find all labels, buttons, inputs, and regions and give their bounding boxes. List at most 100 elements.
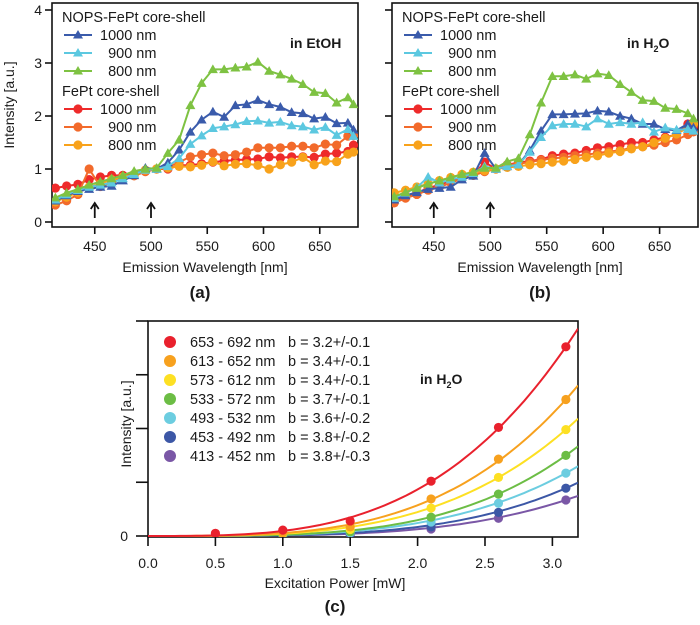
legend-group-title: NOPS-FePt core-shell bbox=[402, 10, 545, 26]
data-point bbox=[297, 108, 308, 118]
data-point bbox=[230, 100, 241, 110]
x-tick-label: 0.0 bbox=[138, 555, 158, 571]
data-point bbox=[196, 114, 207, 124]
data-point bbox=[210, 528, 220, 537]
data-point bbox=[558, 71, 569, 80]
data-point bbox=[513, 159, 524, 169]
legend-swatch-marker bbox=[73, 104, 83, 114]
panel-a-chart: 0 1 2 3 4 450 500 550 600 650 Emission Wavelength … bbox=[1, 2, 359, 302]
data-point bbox=[493, 507, 504, 517]
legend-range-label: 573 - 612 nm bbox=[190, 373, 275, 389]
data-point bbox=[660, 122, 671, 132]
data-point bbox=[297, 121, 308, 131]
data-point bbox=[426, 476, 436, 486]
data-point bbox=[581, 108, 592, 118]
data-point bbox=[162, 148, 173, 157]
series-line bbox=[54, 151, 354, 203]
data-point bbox=[219, 64, 230, 74]
data-point bbox=[196, 78, 207, 87]
plot-frame bbox=[51, 2, 359, 228]
series-line bbox=[393, 130, 694, 204]
legend-entry-label: 800 nm bbox=[440, 64, 496, 80]
data-point bbox=[524, 147, 535, 156]
data-point bbox=[547, 120, 558, 130]
data-point bbox=[561, 424, 571, 435]
series-653-692- bbox=[148, 328, 578, 537]
y-axis-title: Intensity [a.u.] bbox=[118, 380, 134, 467]
data-point bbox=[185, 126, 196, 136]
data-point bbox=[426, 503, 436, 513]
legend-swatch-marker bbox=[413, 104, 423, 114]
legend-group-title: FePt core-shell bbox=[62, 84, 160, 100]
data-point bbox=[230, 62, 241, 72]
x-tick-label: 1.5 bbox=[340, 555, 360, 571]
data-point bbox=[219, 112, 230, 121]
panel-label: (b) bbox=[529, 283, 551, 302]
data-point bbox=[253, 160, 263, 170]
data-point bbox=[320, 156, 330, 166]
data-point bbox=[286, 120, 297, 130]
data-point bbox=[688, 125, 698, 135]
data-point bbox=[626, 118, 637, 128]
y-tick-label: 2 bbox=[34, 108, 42, 124]
data-point bbox=[286, 107, 297, 117]
data-point bbox=[230, 119, 241, 129]
data-point bbox=[524, 129, 535, 139]
data-point bbox=[275, 116, 286, 126]
data-point bbox=[185, 162, 195, 172]
data-point bbox=[174, 144, 185, 154]
data-point bbox=[592, 68, 603, 78]
fit-curve bbox=[148, 328, 578, 537]
data-point bbox=[615, 79, 626, 88]
data-point bbox=[208, 156, 218, 167]
data-point bbox=[241, 99, 252, 109]
data-point bbox=[348, 99, 358, 109]
data-point bbox=[479, 148, 490, 157]
data-point bbox=[230, 159, 240, 169]
data-point bbox=[688, 113, 698, 123]
data-point bbox=[230, 150, 240, 160]
legend-swatch-marker bbox=[73, 48, 83, 57]
data-point bbox=[603, 70, 614, 79]
legend-swatch-marker bbox=[164, 450, 176, 462]
legend-swatch-marker bbox=[164, 374, 176, 386]
x-axis-title: Emission Wavelength [nm] bbox=[457, 259, 622, 275]
data-point bbox=[581, 152, 591, 162]
legend-entry-label: 900 nm bbox=[440, 46, 496, 62]
data-point bbox=[342, 124, 353, 133]
data-point bbox=[264, 143, 274, 153]
data-point bbox=[342, 117, 353, 127]
data-point bbox=[185, 152, 195, 162]
series-line bbox=[393, 117, 694, 200]
data-point bbox=[241, 61, 252, 71]
data-point bbox=[309, 87, 320, 96]
data-point bbox=[332, 140, 342, 150]
data-point bbox=[490, 162, 501, 172]
legend-entry-label: 1000 nm bbox=[440, 102, 496, 118]
legend-range-label: 413 - 452 nm bbox=[190, 449, 275, 465]
data-point bbox=[569, 118, 580, 128]
data-point bbox=[275, 101, 286, 111]
data-point bbox=[638, 142, 648, 152]
annotation-label: in EtOH bbox=[290, 35, 341, 51]
legend: NOPS-FePt core-shell 1000 nm 900 nm 800 n… bbox=[62, 10, 205, 154]
series-fept-core-shell-900-nm bbox=[52, 131, 358, 210]
data-point bbox=[392, 191, 400, 201]
x-tick-label: 550 bbox=[535, 238, 559, 254]
series-line bbox=[54, 60, 355, 199]
data-point bbox=[309, 160, 319, 170]
data-point bbox=[637, 95, 648, 104]
data-point bbox=[457, 169, 468, 179]
data-point bbox=[287, 141, 297, 151]
y-tick-label: 0 bbox=[34, 214, 42, 230]
data-point bbox=[309, 113, 320, 123]
data-point bbox=[174, 161, 184, 171]
legend-swatch-marker bbox=[413, 140, 423, 150]
series-nops-fept-core-shell-800-nm bbox=[392, 68, 698, 201]
data-point bbox=[561, 468, 571, 478]
series-line bbox=[54, 119, 355, 201]
data-point bbox=[615, 111, 626, 120]
data-point bbox=[84, 175, 94, 185]
data-point bbox=[242, 147, 252, 157]
legend: NOPS-FePt core-shell 1000 nm 900 nm 800 n… bbox=[402, 10, 545, 154]
